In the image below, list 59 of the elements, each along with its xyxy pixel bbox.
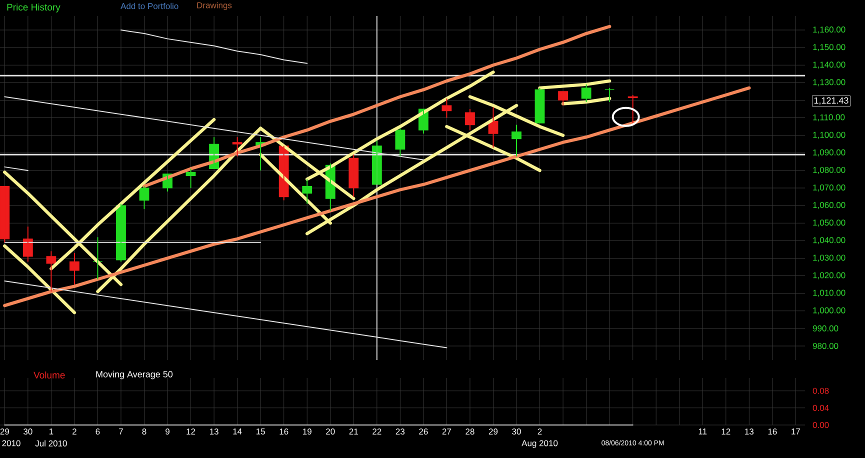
y-tick-label: 1,020.00 [813, 272, 846, 280]
y-tick-label: 1,050.00 [813, 220, 846, 227]
x-tick-label: 20 [326, 428, 335, 435]
x-tick-label: 29 [0, 428, 9, 435]
y-tick-label: 0.08 [812, 388, 829, 394]
x-tick-label: 19 [303, 428, 312, 435]
x-tick-label: 29 [488, 428, 498, 435]
x-tick-label: 13 [745, 428, 754, 435]
chart-title: Volume [34, 372, 65, 378]
x-tick-label: 23 [396, 428, 405, 435]
x-tick-label: 28 [466, 428, 474, 435]
x-tick-label: 22 [372, 428, 382, 434]
x-tick-label: 8 [142, 428, 146, 435]
y-tick-label: 1,110.00 [813, 114, 845, 122]
y-tick-label: 990.00 [812, 325, 838, 332]
x-tick-label: 12 [186, 428, 196, 434]
y-tick-label: 1,000.00 [813, 307, 846, 314]
x-tick-label: 16 [768, 428, 777, 435]
y-tick-label: 1,030.00 [813, 254, 846, 262]
x-tick-label: 9 [166, 428, 170, 435]
x-tick-label: 21 [349, 428, 358, 434]
chart-subtitle: Moving Average 50 [96, 370, 173, 380]
y-tick-label: 980.00 [812, 342, 838, 349]
x-tick-label: 14 [233, 428, 242, 434]
text: Add to Portfolio [120, 2, 178, 10]
y-tick-label: 0.00 [812, 422, 829, 428]
x-tick-label: 2 [538, 428, 542, 434]
y-tick-label: 1,080.00 [813, 166, 846, 174]
x-tick-label: 6 [96, 428, 100, 435]
x-tick-label: 7 [119, 428, 123, 434]
y-tick-label: 1,010.00 [813, 290, 846, 297]
x-tick-label: 15 [256, 428, 265, 434]
x-tick-label: 17 [792, 428, 800, 434]
text: 1,121.43 [814, 97, 848, 105]
x-tick-label: 27 [442, 428, 452, 434]
x-tick-label: 11 [698, 428, 707, 434]
x-tick-label: 16 [280, 428, 288, 435]
x-tick-label: 2 [72, 428, 76, 434]
y-tick-label: 1,140.00 [813, 62, 846, 69]
y-tick-label: 1,070.00 [813, 184, 846, 192]
chart-title: Price History [7, 4, 60, 12]
y-tick-label: 1,100.00 [813, 132, 846, 139]
y-tick-label: 0.04 [812, 404, 829, 411]
text: Jul 2010 [35, 440, 67, 446]
x-tick-label: 12 [722, 428, 730, 434]
x-tick-label: 1 [49, 428, 54, 434]
y-tick-label: 1,090.00 [813, 149, 846, 156]
text: Drawings [197, 2, 232, 10]
y-tick-label: 1,150.00 [813, 44, 846, 52]
x-tick-label: 13 [210, 428, 218, 435]
x-tick-label: 26 [419, 428, 428, 435]
x-tick-label: 30 [512, 428, 521, 435]
text: 2010 [2, 440, 20, 446]
y-tick-label: 1,130.00 [813, 79, 846, 86]
text: Aug 2010 [522, 440, 558, 448]
x-tick-label: 30 [24, 428, 32, 435]
y-tick-label: 1,060.00 [813, 202, 846, 210]
y-tick-label: 1,160.00 [813, 26, 846, 34]
y-tick-label: 1,040.00 [813, 237, 846, 244]
